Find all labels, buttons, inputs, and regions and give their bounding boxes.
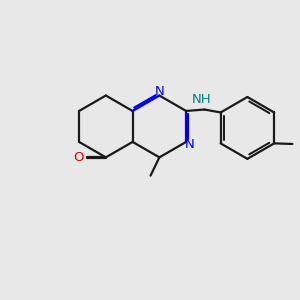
Text: O: O: [73, 151, 84, 164]
Text: NH: NH: [192, 93, 212, 106]
Text: N: N: [154, 85, 164, 98]
Text: N: N: [185, 138, 195, 151]
